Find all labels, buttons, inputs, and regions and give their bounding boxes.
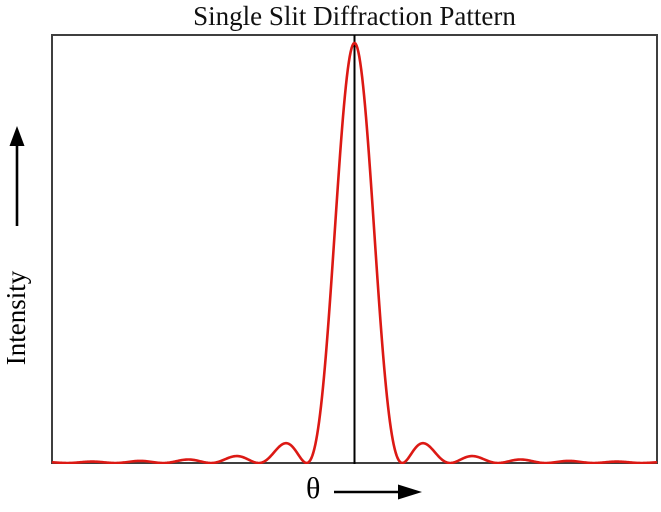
y-axis-label: Intensity	[1, 270, 31, 366]
y-axis-label-group: Intensity	[0, 126, 36, 406]
chart-title: Single Slit Diffraction Pattern	[193, 1, 516, 31]
up-arrow-icon	[9, 126, 25, 226]
diffraction-curve	[51, 41, 658, 464]
x-axis-label: θ	[306, 472, 321, 505]
right-arrow-icon	[334, 484, 422, 500]
plot-area	[51, 34, 658, 464]
